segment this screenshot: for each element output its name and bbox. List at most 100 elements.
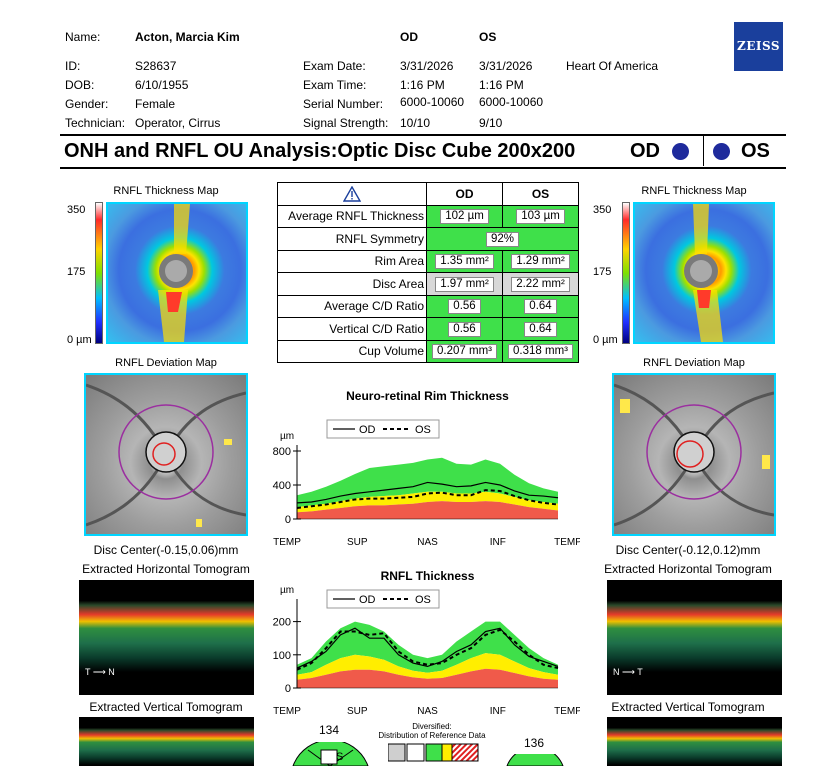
- od-eye-label: OD: [630, 140, 660, 162]
- param-od-value: 1.35 mm²: [426, 249, 503, 273]
- od-rnfl-thickness-map: [106, 202, 248, 344]
- param-label: Cup Volume: [277, 339, 427, 363]
- y-tick-label: 400: [273, 480, 291, 492]
- os-horizontal-tomogram: N ⟶ T: [607, 580, 782, 695]
- y-tick-label: 200: [273, 617, 291, 629]
- param-label: Disc Area: [277, 272, 427, 296]
- param-od-value: 102 µm: [426, 204, 503, 228]
- series-od-line: [296, 481, 559, 504]
- os-column-header: OS: [479, 30, 497, 44]
- x-tick-label: NAS: [417, 706, 438, 717]
- od-scale-top: 350: [67, 204, 86, 216]
- table-row: RNFL Symmetry 92%: [277, 227, 579, 251]
- exam-date-label: Exam Date:: [303, 59, 366, 73]
- exam-time-od: 1:16 PM: [400, 78, 445, 92]
- od-disc-center: Disc Center(-0.15,0.06)mm: [93, 543, 239, 557]
- legend-os-label: OS: [415, 594, 431, 606]
- table-row: Cup Volume 0.207 mm³ 0.318 mm³: [277, 339, 579, 363]
- exam-time-os: 1:16 PM: [479, 78, 524, 92]
- y-tick-label: 800: [273, 446, 291, 458]
- os-deviation-map-title: RNFL Deviation Map: [643, 357, 745, 369]
- od-horizontal-tomogram-orientation: T ⟶ N: [85, 667, 115, 677]
- os-scale-bottom: 0 µm: [593, 334, 618, 346]
- table-col-os: OS: [502, 182, 579, 206]
- x-tick-label: TEMP: [273, 537, 301, 548]
- table-row: Disc Area 1.97 mm² 2.22 mm²: [277, 272, 579, 296]
- x-tick-label: TEMP: [554, 706, 580, 717]
- od-sector-value: 134: [319, 723, 340, 737]
- table-col-od: OD: [426, 182, 503, 206]
- signal-od: 10/10: [400, 116, 431, 130]
- param-od-value: 0.207 mm³: [426, 339, 503, 363]
- serial-od: 6000-10060: [400, 95, 465, 109]
- rnfl-thickness-chart: RNFL Thickness µm 0 100 200 TEMP SUP NAS INF TEMP…: [273, 569, 580, 717]
- od-deviation-map: [84, 373, 248, 536]
- reference-data-title-2: Distribution of Reference Data: [378, 731, 486, 740]
- od-color-scale: [95, 202, 103, 344]
- od-horizontal-tomogram-title: Extracted Horizontal Tomogram: [82, 562, 250, 576]
- param-od-value: 1.97 mm²: [426, 272, 503, 296]
- zeiss-logo: ZEISS: [734, 22, 783, 71]
- os-thickness-map-title: RNFL Thickness Map: [641, 185, 747, 197]
- od-scale-mid: 175: [67, 266, 86, 278]
- signal-os: 9/10: [479, 116, 503, 130]
- patient-gender: Female: [135, 97, 176, 111]
- signal-label: Signal Strength:: [303, 116, 389, 130]
- os-eye-dot-icon: [713, 143, 730, 160]
- outside-normal-band: [297, 501, 558, 519]
- y-tick-label: 0: [285, 683, 291, 695]
- name-label: Name:: [65, 30, 101, 44]
- institution: Heart Of America: [566, 59, 659, 73]
- patient-name: Acton, Marcia Kim: [135, 30, 240, 44]
- table-row: Average C/D Ratio 0.56 0.64: [277, 294, 579, 318]
- os-sector-value: 136: [524, 736, 545, 750]
- serial-label: Serial Number:: [303, 97, 384, 111]
- os-color-scale: [622, 202, 630, 344]
- gender-label: Gender:: [65, 97, 109, 111]
- outside-normal-band: [297, 668, 558, 688]
- legend-os-label: OS: [415, 424, 431, 436]
- patient-id: S28637: [135, 59, 177, 73]
- os-scale-top: 350: [593, 204, 612, 216]
- rim-thickness-chart: Neuro-retinal Rim Thickness µm 0 400 800 TEMP…: [273, 389, 580, 548]
- legend-od-label: OD: [359, 424, 376, 436]
- x-tick-label: INF: [490, 537, 506, 548]
- chart-title: RNFL Thickness: [381, 569, 475, 583]
- os-eye-label: OS: [741, 140, 770, 162]
- serial-os: 6000-10060: [479, 95, 544, 109]
- y-unit-label: µm: [280, 585, 294, 596]
- x-tick-label: SUP: [347, 537, 368, 548]
- od-sector-label: S: [336, 751, 344, 763]
- od-eye-dot-icon: [672, 143, 689, 160]
- borderline-band: [297, 653, 558, 680]
- os-horizontal-tomogram-title: Extracted Horizontal Tomogram: [604, 562, 772, 576]
- series-os-line: [296, 489, 559, 509]
- param-od-value: 0.56: [426, 294, 503, 318]
- os-scale-mid: 175: [593, 266, 612, 278]
- od-thickness-map-title: RNFL Thickness Map: [113, 185, 219, 197]
- exam-date-od: 3/31/2026: [400, 59, 454, 73]
- od-horizontal-tomogram: T ⟶ N: [79, 580, 254, 695]
- reference-data-legend: [388, 743, 479, 762]
- legend-od-label: OD: [359, 594, 376, 606]
- table-row: Average RNFL Thickness 102 µm 103 µm: [277, 204, 579, 228]
- param-os-value: 103 µm: [502, 204, 579, 228]
- param-label: Average C/D Ratio: [277, 294, 427, 318]
- parameters-table: OD OS Average RNFL Thickness 102 µm 103 …: [277, 182, 579, 363]
- y-tick-label: 100: [273, 650, 291, 662]
- technician-label: Technician:: [65, 116, 126, 130]
- table-row: Vertical C/D Ratio 0.56 0.64: [277, 317, 579, 341]
- param-merged-value: 92%: [426, 227, 579, 251]
- exam-date-os: 3/31/2026: [479, 59, 533, 73]
- os-sector-diagram: [506, 754, 564, 766]
- os-deviation-map: [612, 373, 776, 536]
- series-od-line: [296, 627, 559, 669]
- os-disc-center: Disc Center(-0.12,0.12)mm: [615, 543, 761, 557]
- x-tick-label: SUP: [347, 706, 368, 717]
- od-column-header: OD: [400, 30, 418, 44]
- y-tick-label: 0: [285, 514, 291, 526]
- table-header-row: OD OS: [277, 182, 579, 206]
- warning-cell: [277, 182, 427, 206]
- patient-dob: 6/10/1955: [135, 78, 189, 92]
- od-scale-bottom: 0 µm: [67, 334, 92, 346]
